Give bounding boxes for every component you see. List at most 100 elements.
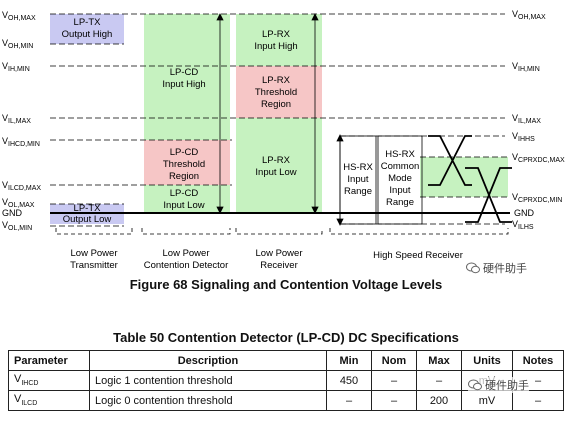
group-bracket-receiver [235, 228, 323, 235]
label-vih-min-left: VIH,MIN [2, 61, 30, 73]
lptx-low-label-1: LP-TX [74, 203, 102, 214]
lprx-threshold-label-3: Region [261, 99, 291, 110]
label-vil-max-left: VIL,MAX [2, 113, 31, 125]
hsrx-cm-label-4: Input [389, 185, 410, 196]
hs-crossing-lower-b [465, 167, 512, 223]
lprx-threshold-fill [236, 66, 322, 118]
wechat-icon [466, 262, 480, 274]
group-bracket-transmitter [55, 228, 133, 235]
lpcd-low-label-1: LP-CD [170, 188, 199, 199]
label-voh-min-left: VOH,MIN [2, 38, 33, 50]
hsrx-range-label-2: Input [347, 174, 368, 185]
hsrx-cm-label-5: Range [386, 197, 414, 208]
label-vih-min-right: VIH,MIN [512, 61, 540, 73]
group-transmitter-label-1: Low Power [71, 248, 118, 259]
lprx-threshold-label-2: Threshold [255, 87, 297, 98]
watermark-table: 硬件助手 [468, 377, 529, 393]
level-lines [50, 13, 510, 227]
lpcd-threshold-label-1: LP-CD [170, 147, 199, 158]
label-vihhs-right: VIHHS [512, 131, 535, 143]
group-bracket-highspeed [329, 228, 509, 235]
lpcd-low-label-2: Input Low [163, 200, 204, 211]
label-vil-max-right: VIL,MAX [512, 113, 541, 125]
hs-crossing-upper-b [428, 135, 472, 186]
lpcd-high-label-1: LP-CD [170, 67, 199, 78]
hsrx-range-box [339, 135, 377, 225]
lprx-arrow-head-bottom [311, 206, 319, 214]
header-notes: Notes [512, 350, 564, 371]
region-labels: LP-TX Output High LP-TX Output Low LP-CD… [62, 17, 420, 225]
hsrx-brackets [339, 135, 423, 225]
label-vihcd-min-left: VIHCD,MIN [2, 136, 40, 148]
group-highspeed-label: High Speed Receiver [373, 250, 463, 261]
table-row: VILCD Logic 0 contention threshold – – 2… [8, 390, 564, 411]
figure-caption: Figure 68 Signaling and Contention Volta… [129, 277, 443, 292]
hsrx-cm-fill [420, 157, 508, 197]
lpcd-threshold-label-3: Region [169, 171, 199, 182]
lprx-arrow-head-top [311, 13, 319, 21]
label-gnd-left: GND [2, 208, 23, 218]
wechat-icon [468, 379, 482, 391]
group-contention-label-1: Low Power [163, 248, 210, 259]
header-description: Description [89, 350, 327, 371]
watermark-top: 硬件助手 [466, 260, 527, 276]
lpcd-arrow-head-bottom [216, 206, 224, 214]
lptx-high-label-1: LP-TX [74, 17, 102, 28]
group-contention-label-2: Contention Detector [144, 260, 229, 271]
row-description: Logic 0 contention threshold [89, 390, 327, 411]
row-max: – [416, 370, 462, 391]
row-nom: – [371, 370, 417, 391]
lprx-high-label-2: Input High [254, 41, 297, 52]
lpcd-high-fill [144, 14, 230, 140]
param-subscript: ILCD [21, 400, 38, 408]
header-max: Max [416, 350, 462, 371]
lptx-low-label-2: Output Low [63, 214, 112, 225]
hsrx-cm-box [377, 135, 423, 225]
hsrx-cm-label-3: Mode [388, 173, 412, 184]
label-gnd-right: GND [514, 208, 535, 218]
group-receiver-label-1: Low Power [256, 248, 303, 259]
watermark-text: 硬件助手 [485, 380, 529, 392]
hs-signal-crossings [428, 135, 512, 223]
label-vcprxdc-min-right: VCPRXDC,MIN [512, 192, 562, 204]
lprx-low-fill [236, 118, 322, 213]
watermark-text: 硬件助手 [483, 263, 527, 275]
label-voh-max-left: VOH,MAX [2, 10, 36, 22]
lprx-low-label-1: LP-RX [262, 155, 291, 166]
group-transmitter-label-2: Transmitter [70, 260, 118, 271]
lpcd-threshold-label-2: Threshold [163, 159, 205, 170]
lpcd-threshold-fill [144, 140, 230, 185]
group-labels: Low Power Transmitter Low Power Contenti… [70, 248, 463, 271]
header-units: Units [461, 350, 513, 371]
lprx-high-label-1: LP-RX [262, 29, 291, 40]
lprx-threshold-label-1: LP-RX [262, 75, 291, 86]
label-vol-min-left: VOL,MIN [2, 220, 32, 232]
lpcd-high-label-2: Input High [162, 79, 205, 90]
lpcd-arrow-head-top [216, 13, 224, 21]
row-description: Logic 1 contention threshold [89, 370, 327, 391]
param-symbol: V [14, 373, 22, 386]
voltage-levels-diagram: VOH,MAX VOH,MIN VIH,MIN VIL,MAX VIHCD,MI… [2, 9, 565, 271]
header-min: Min [326, 350, 372, 371]
table-header-row: Parameter Description Min Nom Max Units … [8, 350, 564, 371]
row-max: 200 [416, 390, 462, 411]
lptx-high-label-2: Output High [62, 29, 113, 40]
row-param: VILCD [8, 390, 90, 411]
label-vilcd-max-left: VILCD,MAX [2, 180, 41, 192]
lpcd-low-fill [144, 185, 230, 213]
row-min: – [326, 390, 372, 411]
row-units: mV [461, 390, 513, 411]
row-param: VIHCD [8, 370, 90, 391]
hsrx-cm-label-1: HS-RX [385, 149, 415, 160]
group-bracket-contention [141, 228, 231, 235]
hsrx-cm-label-2: Common [381, 161, 420, 172]
region-fills [50, 14, 508, 224]
hsrx-range-label-1: HS-RX [343, 162, 373, 173]
left-level-labels: VOH,MAX VOH,MIN VIH,MIN VIL,MAX VIHCD,MI… [2, 10, 41, 232]
row-min: 450 [326, 370, 372, 391]
hsrx-range-label-3: Range [344, 186, 372, 197]
header-nom: Nom [371, 350, 417, 371]
lprx-high-fill [236, 14, 322, 66]
label-voh-max-right: VOH,MAX [512, 9, 546, 21]
label-vol-max-left: VOL,MAX [2, 197, 35, 209]
